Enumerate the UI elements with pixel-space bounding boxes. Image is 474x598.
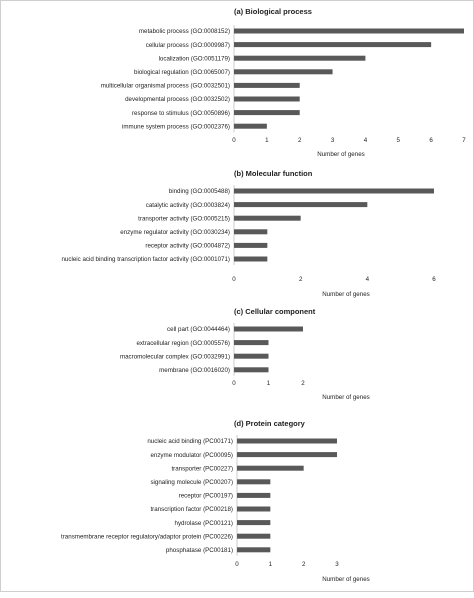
panel-4-bar [237, 520, 271, 526]
panel-1-tick-label: 7 [462, 137, 466, 144]
panel-4-category-label: nucleic acid binding (PC00171) [147, 438, 233, 445]
panel-1-category-label: developmental process (GO:0032502) [125, 96, 230, 103]
panel-4-bar [237, 438, 337, 444]
panel-4-bar [237, 465, 304, 471]
panel-2-category-label: enzyme regulator activity (GO:0030234) [120, 229, 230, 236]
panel-2-tick-label: 2 [299, 276, 303, 283]
panel-1-category-label: biological regulation (GO:0065007) [134, 69, 230, 76]
panel-1-tick-label: 3 [331, 137, 335, 144]
panel-4-bar [237, 533, 271, 539]
panel-3-category-label: macromolecular complex (GO:0032991) [120, 353, 230, 360]
panel-4-category-label: signaling molecule (PC00207) [150, 479, 233, 486]
panel-2-category-label: transporter activity (GO:0005215) [138, 215, 230, 222]
panel-3-x-axis-label: Number of genes [322, 394, 369, 401]
panel-4-tick-label: 2 [302, 561, 306, 568]
panel-2-category-label: catalytic activity (GO:0003824) [146, 202, 230, 209]
panel-1-category-label: cellular process (GO:0009987) [146, 42, 230, 49]
panel-3-category-label: extracellular region (GO:0005576) [136, 340, 230, 347]
panel-1-tick-label: 2 [298, 137, 302, 144]
panel-2-x-axis-label: Number of genes [322, 291, 369, 298]
panel-4-bar [237, 547, 271, 553]
panel-1-bar [234, 69, 333, 75]
panel-4-category-label: hydrolase (PC00121) [175, 520, 233, 527]
panel-3-tick-label: 2 [301, 380, 305, 387]
panel-2-bar [234, 202, 368, 208]
panel-2-bar [234, 256, 268, 262]
panel-4-category-label: transcription factor (PC00218) [150, 506, 233, 513]
panel-4-tick-label: 0 [235, 561, 239, 568]
panel-1-category-label: localization (GO:0051179) [159, 55, 230, 62]
panel-2-category-label: nucleic acid binding transcription facto… [61, 256, 230, 263]
panel-4-category-label: phosphatase (PC00181) [166, 547, 233, 554]
panel-1-category-label: metabolic process (GO:0008152) [139, 28, 230, 35]
panel-1-category-label: response to stimulus (GO:0050896) [132, 110, 230, 117]
panel-1-tick-label: 6 [429, 137, 433, 144]
panel-1-category-label: multicellular organismal process (GO:003… [101, 83, 230, 90]
panel-2-bar [234, 188, 434, 194]
panel-3-category-label: cell part (GO:0044464) [167, 326, 230, 333]
panel-1-tick-label: 1 [265, 137, 269, 144]
panel-4-bar [237, 479, 271, 485]
panel-4-category-label: enzyme modulator (PC00095) [150, 452, 233, 459]
panel-1-bar [234, 82, 300, 88]
panel-2-bar [234, 242, 268, 248]
panel-4-tick-label: 3 [335, 561, 339, 568]
panel-2-category-label: binding (GO:0005488) [169, 188, 230, 195]
panel-2-bar [234, 215, 301, 221]
panel-3-bar [234, 340, 269, 346]
panel-1-bar [234, 28, 464, 34]
panel-1-category-label: immune system process (GO:0002376) [122, 123, 230, 130]
panel-3-bar [234, 326, 303, 332]
panel-2-tick-label: 0 [232, 276, 236, 283]
panel-4-category-label: transmembrane receptor regulatory/adapto… [61, 533, 233, 540]
panel-1-x-axis-label: Number of genes [317, 151, 364, 158]
panel-2-tick-label: 6 [432, 276, 436, 283]
panel-4-bar [237, 492, 271, 498]
panel-1-tick-label: 4 [364, 137, 368, 144]
panel-4-bar [237, 452, 337, 458]
panel-3-bar [234, 353, 269, 359]
panel-4-bar [237, 506, 271, 512]
panel-3-category-label: membrane (GO:0016020) [159, 367, 230, 374]
panel-4-tick-label: 1 [269, 561, 273, 568]
panel-1-bar [234, 55, 366, 61]
panel-2-bar [234, 229, 268, 235]
panel-4-x-axis-label: Number of genes [322, 576, 369, 583]
panel-1-tick-label: 5 [397, 137, 401, 144]
panel-3-title: (c) Cellular component [234, 307, 316, 316]
panel-3-tick-label: 1 [267, 380, 271, 387]
panel-3-tick-label: 0 [232, 380, 236, 387]
panel-4-category-label: transporter (PC00227) [171, 465, 233, 472]
panel-4-title: (d) Protein category [234, 419, 306, 428]
panel-1-bar [234, 123, 267, 129]
panel-2-tick-label: 4 [366, 276, 370, 283]
panel-1-bar [234, 42, 432, 48]
panel-1-title: (a) Biological process [234, 7, 312, 16]
panel-3-bar [234, 367, 269, 373]
panel-1-tick-label: 0 [232, 137, 236, 144]
panel-2-category-label: receptor activity (GO:0004872) [145, 243, 230, 250]
panel-1-bar [234, 96, 300, 102]
panel-4-category-label: receptor (PC00197) [179, 493, 233, 500]
panel-1-bar [234, 110, 300, 116]
panel-2-title: (b) Molecular function [234, 169, 313, 178]
